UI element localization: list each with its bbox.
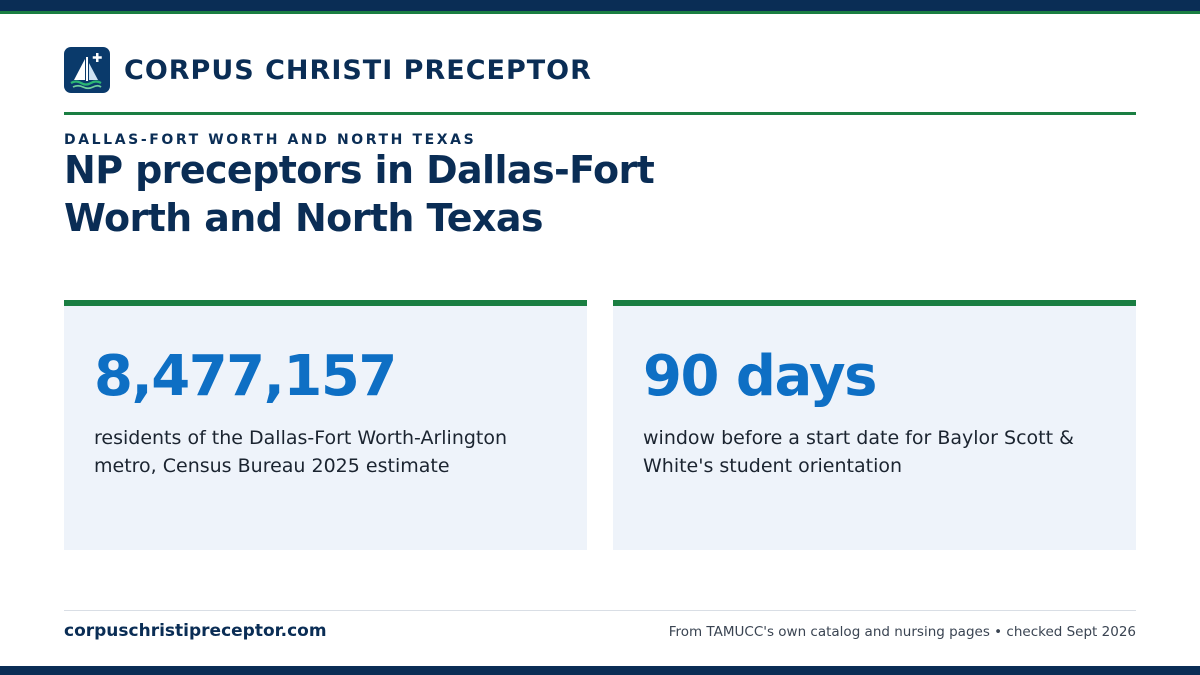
brand-name: CORPUS CHRISTI PRECEPTOR: [124, 54, 592, 86]
stat-card-orientation-window: 90 days window before a start date for B…: [613, 300, 1136, 550]
card-accent-bar: [64, 300, 587, 306]
stat-value: 8,477,157: [94, 344, 397, 409]
page-title: NP preceptors in Dallas-Fort Worth and N…: [64, 148, 655, 240]
stat-card-population: 8,477,157 residents of the Dallas-Fort W…: [64, 300, 587, 550]
sailboat-plus-icon: [64, 47, 110, 93]
region-eyebrow: DALLAS-FORT WORTH AND NORTH TEXAS: [64, 132, 477, 148]
bottom-accent-bar: [0, 666, 1200, 675]
stat-value: 90 days: [643, 344, 877, 409]
stat-description: residents of the Dallas-Fort Worth-Arlin…: [94, 427, 508, 477]
header-divider: [64, 112, 1136, 115]
site-header: CORPUS CHRISTI PRECEPTOR: [64, 40, 1136, 100]
footer-divider: [64, 610, 1136, 611]
site-url-link[interactable]: corpuschristipreceptor.com: [64, 621, 327, 641]
stat-description: window before a start date for Baylor Sc…: [643, 427, 1074, 477]
top-accent-bar: [0, 0, 1200, 14]
source-note: From TAMUCC's own catalog and nursing pa…: [668, 624, 1136, 640]
top-green-stripe: [0, 11, 1200, 14]
card-accent-bar: [613, 300, 1136, 306]
